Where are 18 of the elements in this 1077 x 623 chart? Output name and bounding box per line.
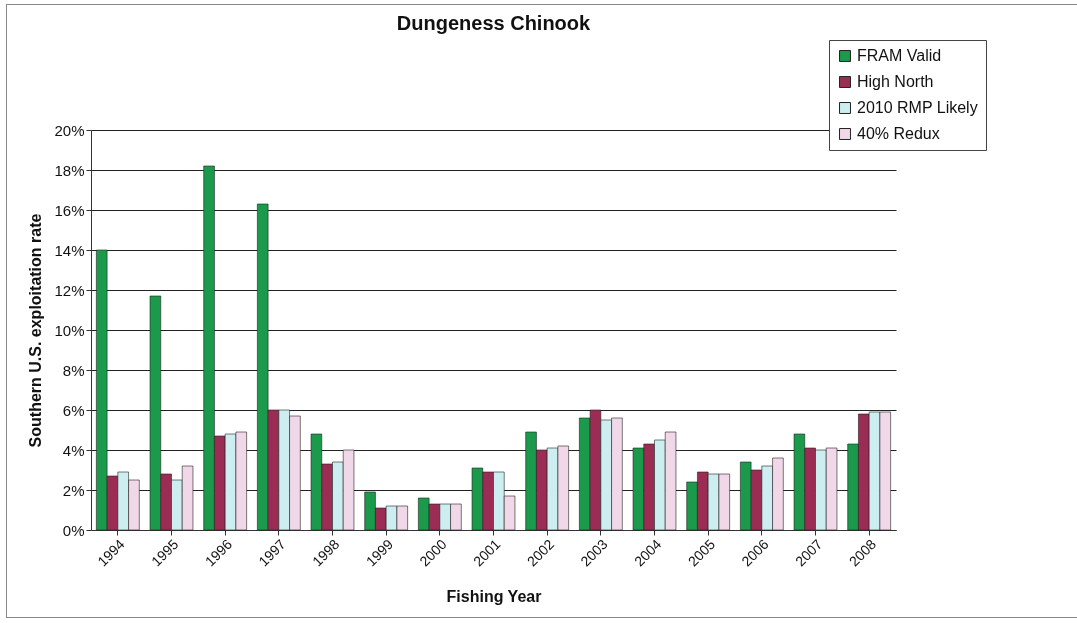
y-tick-label: 12% (54, 281, 85, 299)
y-axis-title: Southern U.S. exploitation rate (27, 213, 45, 448)
y-tick-label: 20% (54, 121, 85, 139)
x-axis-title: Fishing Year (446, 588, 542, 606)
legend-label: High North (857, 73, 934, 90)
y-tick-label: 18% (54, 161, 85, 179)
y-tick-label: 4% (62, 441, 85, 459)
legend-label: 40% Redux (857, 125, 940, 142)
y-tick-label: 8% (62, 361, 85, 379)
chart-title: Dungeness Chinook (396, 11, 592, 34)
y-tick-label: 6% (62, 401, 85, 419)
y-tick-label: 14% (54, 241, 85, 259)
legend-label: 2010 RMP Likely (857, 99, 978, 116)
y-tick-label: 10% (54, 321, 85, 339)
legend-label: FRAM Valid (857, 47, 942, 64)
y-tick-label: 16% (54, 201, 85, 219)
y-tick-label: 0% (62, 521, 85, 539)
y-tick-label: 2% (62, 481, 85, 499)
